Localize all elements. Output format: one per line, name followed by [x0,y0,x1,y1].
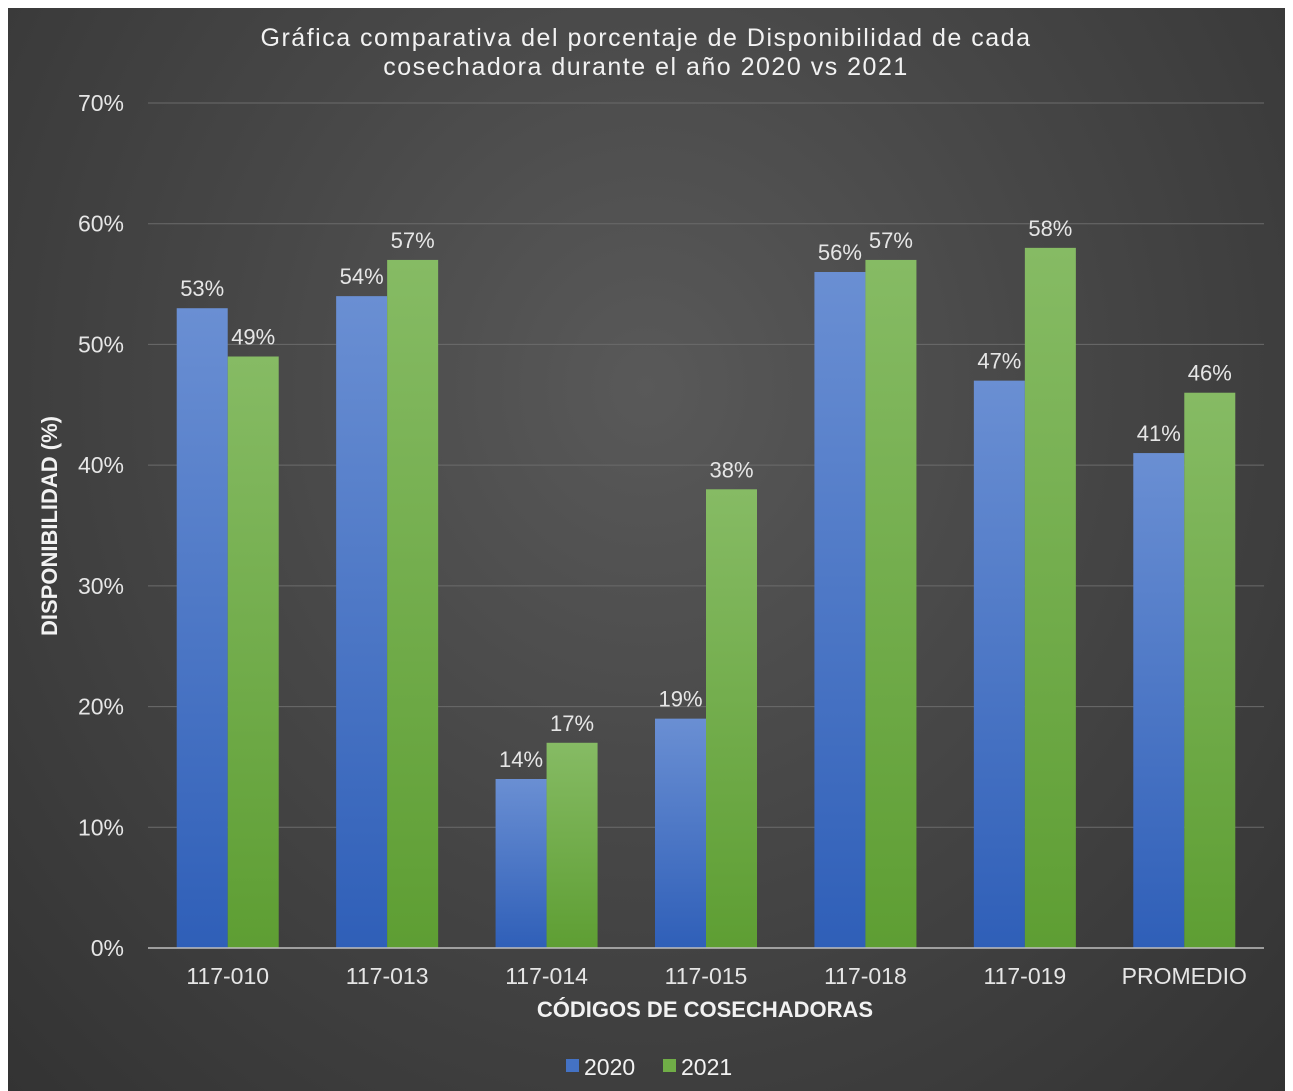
y-tick-label: 20% [78,694,124,720]
data-label-2020-PROMEDIO: 41% [1137,421,1181,446]
legend-label-2021: 2021 [681,1054,732,1080]
bar-2021-117-018 [865,259,917,948]
bar-2020-117-018 [814,272,866,948]
bar-2021-117-015 [706,489,757,948]
y-axis-ticks: 0% 10% 20% 30% 40% 50% 60% 70% [78,90,124,961]
data-label-2021-117-010: 49% [231,325,275,350]
data-labels: 53% 49% 54% 57% 14% 17% 19% 38% 56% 57% 47% 58% 41% 4… [180,216,1232,772]
data-label-2020-117-013: 54% [340,264,384,289]
x-tick-label: 117-013 [346,963,429,989]
legend-swatch-2020 [566,1059,579,1072]
y-tick-label: 10% [78,814,124,840]
data-label-2021-117-014: 17% [550,711,594,736]
bar-2021-PROMEDIO [1184,392,1236,948]
x-tick-label: 117-014 [505,963,588,989]
chart-title-line-1: Gráfica comparativa del porcentaje de Di… [261,24,1032,52]
chart-title-line-2: cosechadora durante el año 2020 vs 2021 [383,53,909,81]
bar-2020-117-019 [973,380,1025,949]
legend-swatch-2021 [663,1059,676,1072]
data-label-2021-117-018: 57% [869,228,913,253]
bars [176,247,1236,949]
legend-label-2020: 2020 [584,1054,635,1080]
data-label-2021-117-019: 58% [1028,216,1072,241]
y-tick-label: 50% [78,331,124,357]
bar-2020-117-010 [176,308,228,948]
x-axis-ticks: 117-010 117-013 117-014 117-015 117-018 117-0… [186,963,1247,989]
data-label-2021-117-013: 57% [391,228,435,253]
data-label-2020-117-019: 47% [977,349,1021,374]
x-axis-title: CÓDIGOS DE COSECHADORAS [537,997,873,1022]
x-tick-label: 117-019 [984,963,1067,989]
bar-2021-117-010 [227,356,279,948]
x-tick-label: 117-018 [824,963,907,989]
data-label-2020-117-018: 56% [818,240,862,265]
bar-2021-117-019 [1024,247,1076,948]
y-tick-label: 0% [91,935,124,961]
bar-2020-PROMEDIO [1133,453,1185,948]
legend: 2020 2021 [566,1054,732,1080]
data-label-2020-117-010: 53% [180,276,224,301]
bar-2020-117-013 [336,296,388,949]
bar-2021-117-013 [387,259,439,948]
data-label-2021-PROMEDIO: 46% [1188,361,1232,386]
y-tick-label: 40% [78,452,124,478]
x-tick-label: 117-010 [186,963,269,989]
y-axis-title: DISPONIBILIDAD (%) [37,416,62,636]
y-tick-label: 70% [78,90,124,116]
y-tick-label: 30% [78,573,124,599]
data-label-2020-117-015: 19% [658,687,702,712]
bar-2020-117-014 [495,779,547,948]
bar-2021-117-014 [546,742,598,948]
x-tick-label: 117-015 [665,963,748,989]
data-label-2021-117-015: 38% [709,457,753,482]
y-tick-label: 60% [78,211,124,237]
data-label-2020-117-014: 14% [499,747,543,772]
x-tick-label: PROMEDIO [1122,963,1247,989]
bar-2020-117-015 [655,718,706,948]
